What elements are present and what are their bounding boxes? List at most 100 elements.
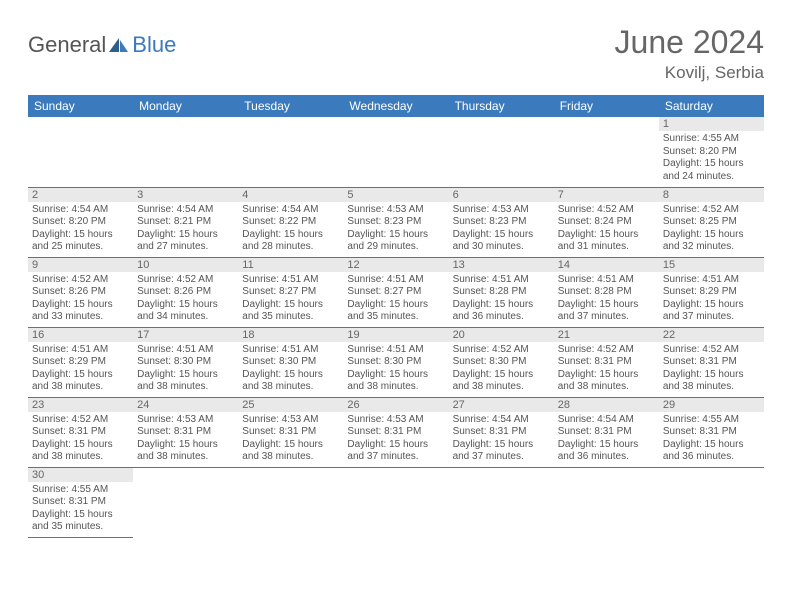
day-cell: 24Sunrise: 4:53 AMSunset: 8:31 PMDayligh…: [133, 397, 238, 467]
day-number: 11: [238, 258, 343, 272]
calendar-table: SundayMondayTuesdayWednesdayThursdayFrid…: [28, 95, 764, 538]
day-details: Sunrise: 4:54 AMSunset: 8:31 PMDaylight:…: [554, 412, 659, 467]
day-cell: 3Sunrise: 4:54 AMSunset: 8:21 PMDaylight…: [133, 187, 238, 257]
day-number: 16: [28, 328, 133, 342]
day-details: Sunrise: 4:51 AMSunset: 8:28 PMDaylight:…: [554, 272, 659, 327]
day-cell: 22Sunrise: 4:52 AMSunset: 8:31 PMDayligh…: [659, 327, 764, 397]
day-details: Sunrise: 4:52 AMSunset: 8:25 PMDaylight:…: [659, 202, 764, 257]
page-title: June 2024: [615, 24, 764, 61]
day-cell: 2Sunrise: 4:54 AMSunset: 8:20 PMDaylight…: [28, 187, 133, 257]
blank-cell: [554, 117, 659, 187]
day-number: 12: [343, 258, 448, 272]
day-cell: 17Sunrise: 4:51 AMSunset: 8:30 PMDayligh…: [133, 327, 238, 397]
calendar-row: 23Sunrise: 4:52 AMSunset: 8:31 PMDayligh…: [28, 397, 764, 467]
logo-text-right: Blue: [132, 32, 176, 58]
day-number: 23: [28, 398, 133, 412]
day-number: 5: [343, 188, 448, 202]
day-details: Sunrise: 4:52 AMSunset: 8:30 PMDaylight:…: [449, 342, 554, 397]
header: General Blue June 2024 Kovilj, Serbia: [28, 24, 764, 83]
sail-icon: [108, 36, 130, 59]
day-details: Sunrise: 4:51 AMSunset: 8:30 PMDaylight:…: [133, 342, 238, 397]
day-details: Sunrise: 4:51 AMSunset: 8:30 PMDaylight:…: [343, 342, 448, 397]
day-number: 13: [449, 258, 554, 272]
day-cell: 9Sunrise: 4:52 AMSunset: 8:26 PMDaylight…: [28, 257, 133, 327]
weekday-header: Thursday: [449, 95, 554, 117]
day-number: 10: [133, 258, 238, 272]
calendar-row: 30Sunrise: 4:55 AMSunset: 8:31 PMDayligh…: [28, 467, 764, 537]
day-cell: 4Sunrise: 4:54 AMSunset: 8:22 PMDaylight…: [238, 187, 343, 257]
calendar-row: 9Sunrise: 4:52 AMSunset: 8:26 PMDaylight…: [28, 257, 764, 327]
day-cell: 1Sunrise: 4:55 AMSunset: 8:20 PMDaylight…: [659, 117, 764, 187]
blank-cell: [343, 117, 448, 187]
blank-cell: [449, 117, 554, 187]
day-details: Sunrise: 4:51 AMSunset: 8:29 PMDaylight:…: [659, 272, 764, 327]
day-details: Sunrise: 4:55 AMSunset: 8:31 PMDaylight:…: [659, 412, 764, 467]
day-details: Sunrise: 4:51 AMSunset: 8:27 PMDaylight:…: [238, 272, 343, 327]
logo-text-left: General: [28, 32, 106, 58]
blank-cell: [238, 467, 343, 537]
day-number: 20: [449, 328, 554, 342]
day-cell: 12Sunrise: 4:51 AMSunset: 8:27 PMDayligh…: [343, 257, 448, 327]
day-details: Sunrise: 4:53 AMSunset: 8:31 PMDaylight:…: [343, 412, 448, 467]
day-number: 26: [343, 398, 448, 412]
day-cell: 5Sunrise: 4:53 AMSunset: 8:23 PMDaylight…: [343, 187, 448, 257]
day-cell: 11Sunrise: 4:51 AMSunset: 8:27 PMDayligh…: [238, 257, 343, 327]
day-number: 3: [133, 188, 238, 202]
day-cell: 15Sunrise: 4:51 AMSunset: 8:29 PMDayligh…: [659, 257, 764, 327]
day-number: 7: [554, 188, 659, 202]
calendar-row: 2Sunrise: 4:54 AMSunset: 8:20 PMDaylight…: [28, 187, 764, 257]
day-number: 29: [659, 398, 764, 412]
day-details: Sunrise: 4:54 AMSunset: 8:21 PMDaylight:…: [133, 202, 238, 257]
blank-cell: [554, 467, 659, 537]
day-number: 22: [659, 328, 764, 342]
day-cell: 14Sunrise: 4:51 AMSunset: 8:28 PMDayligh…: [554, 257, 659, 327]
logo: General Blue: [28, 24, 176, 58]
day-cell: 7Sunrise: 4:52 AMSunset: 8:24 PMDaylight…: [554, 187, 659, 257]
day-cell: 19Sunrise: 4:51 AMSunset: 8:30 PMDayligh…: [343, 327, 448, 397]
day-details: Sunrise: 4:53 AMSunset: 8:31 PMDaylight:…: [133, 412, 238, 467]
day-number: 17: [133, 328, 238, 342]
day-details: Sunrise: 4:54 AMSunset: 8:20 PMDaylight:…: [28, 202, 133, 257]
day-number: 6: [449, 188, 554, 202]
day-details: Sunrise: 4:53 AMSunset: 8:23 PMDaylight:…: [343, 202, 448, 257]
calendar-row: 16Sunrise: 4:51 AMSunset: 8:29 PMDayligh…: [28, 327, 764, 397]
day-details: Sunrise: 4:52 AMSunset: 8:31 PMDaylight:…: [554, 342, 659, 397]
day-details: Sunrise: 4:55 AMSunset: 8:31 PMDaylight:…: [28, 482, 133, 537]
day-details: Sunrise: 4:52 AMSunset: 8:24 PMDaylight:…: [554, 202, 659, 257]
day-number: 15: [659, 258, 764, 272]
day-number: 1: [659, 117, 764, 131]
day-number: 21: [554, 328, 659, 342]
day-number: 9: [28, 258, 133, 272]
day-number: 4: [238, 188, 343, 202]
day-cell: 16Sunrise: 4:51 AMSunset: 8:29 PMDayligh…: [28, 327, 133, 397]
weekday-header: Tuesday: [238, 95, 343, 117]
day-details: Sunrise: 4:51 AMSunset: 8:29 PMDaylight:…: [28, 342, 133, 397]
blank-cell: [343, 467, 448, 537]
day-details: Sunrise: 4:52 AMSunset: 8:31 PMDaylight:…: [659, 342, 764, 397]
day-details: Sunrise: 4:53 AMSunset: 8:23 PMDaylight:…: [449, 202, 554, 257]
day-details: Sunrise: 4:52 AMSunset: 8:31 PMDaylight:…: [28, 412, 133, 467]
day-number: 28: [554, 398, 659, 412]
day-details: Sunrise: 4:51 AMSunset: 8:30 PMDaylight:…: [238, 342, 343, 397]
weekday-header: Monday: [133, 95, 238, 117]
weekday-header: Friday: [554, 95, 659, 117]
day-details: Sunrise: 4:51 AMSunset: 8:28 PMDaylight:…: [449, 272, 554, 327]
day-details: Sunrise: 4:53 AMSunset: 8:31 PMDaylight:…: [238, 412, 343, 467]
weekday-header: Wednesday: [343, 95, 448, 117]
day-cell: 13Sunrise: 4:51 AMSunset: 8:28 PMDayligh…: [449, 257, 554, 327]
weekday-header-row: SundayMondayTuesdayWednesdayThursdayFrid…: [28, 95, 764, 117]
day-cell: 8Sunrise: 4:52 AMSunset: 8:25 PMDaylight…: [659, 187, 764, 257]
day-number: 8: [659, 188, 764, 202]
day-number: 24: [133, 398, 238, 412]
blank-cell: [659, 467, 764, 537]
day-details: Sunrise: 4:52 AMSunset: 8:26 PMDaylight:…: [28, 272, 133, 327]
day-cell: 29Sunrise: 4:55 AMSunset: 8:31 PMDayligh…: [659, 397, 764, 467]
day-cell: 6Sunrise: 4:53 AMSunset: 8:23 PMDaylight…: [449, 187, 554, 257]
calendar-row: 1Sunrise: 4:55 AMSunset: 8:20 PMDaylight…: [28, 117, 764, 187]
day-number: 19: [343, 328, 448, 342]
day-number: 27: [449, 398, 554, 412]
day-cell: 28Sunrise: 4:54 AMSunset: 8:31 PMDayligh…: [554, 397, 659, 467]
day-number: 30: [28, 468, 133, 482]
day-cell: 23Sunrise: 4:52 AMSunset: 8:31 PMDayligh…: [28, 397, 133, 467]
weekday-header: Sunday: [28, 95, 133, 117]
